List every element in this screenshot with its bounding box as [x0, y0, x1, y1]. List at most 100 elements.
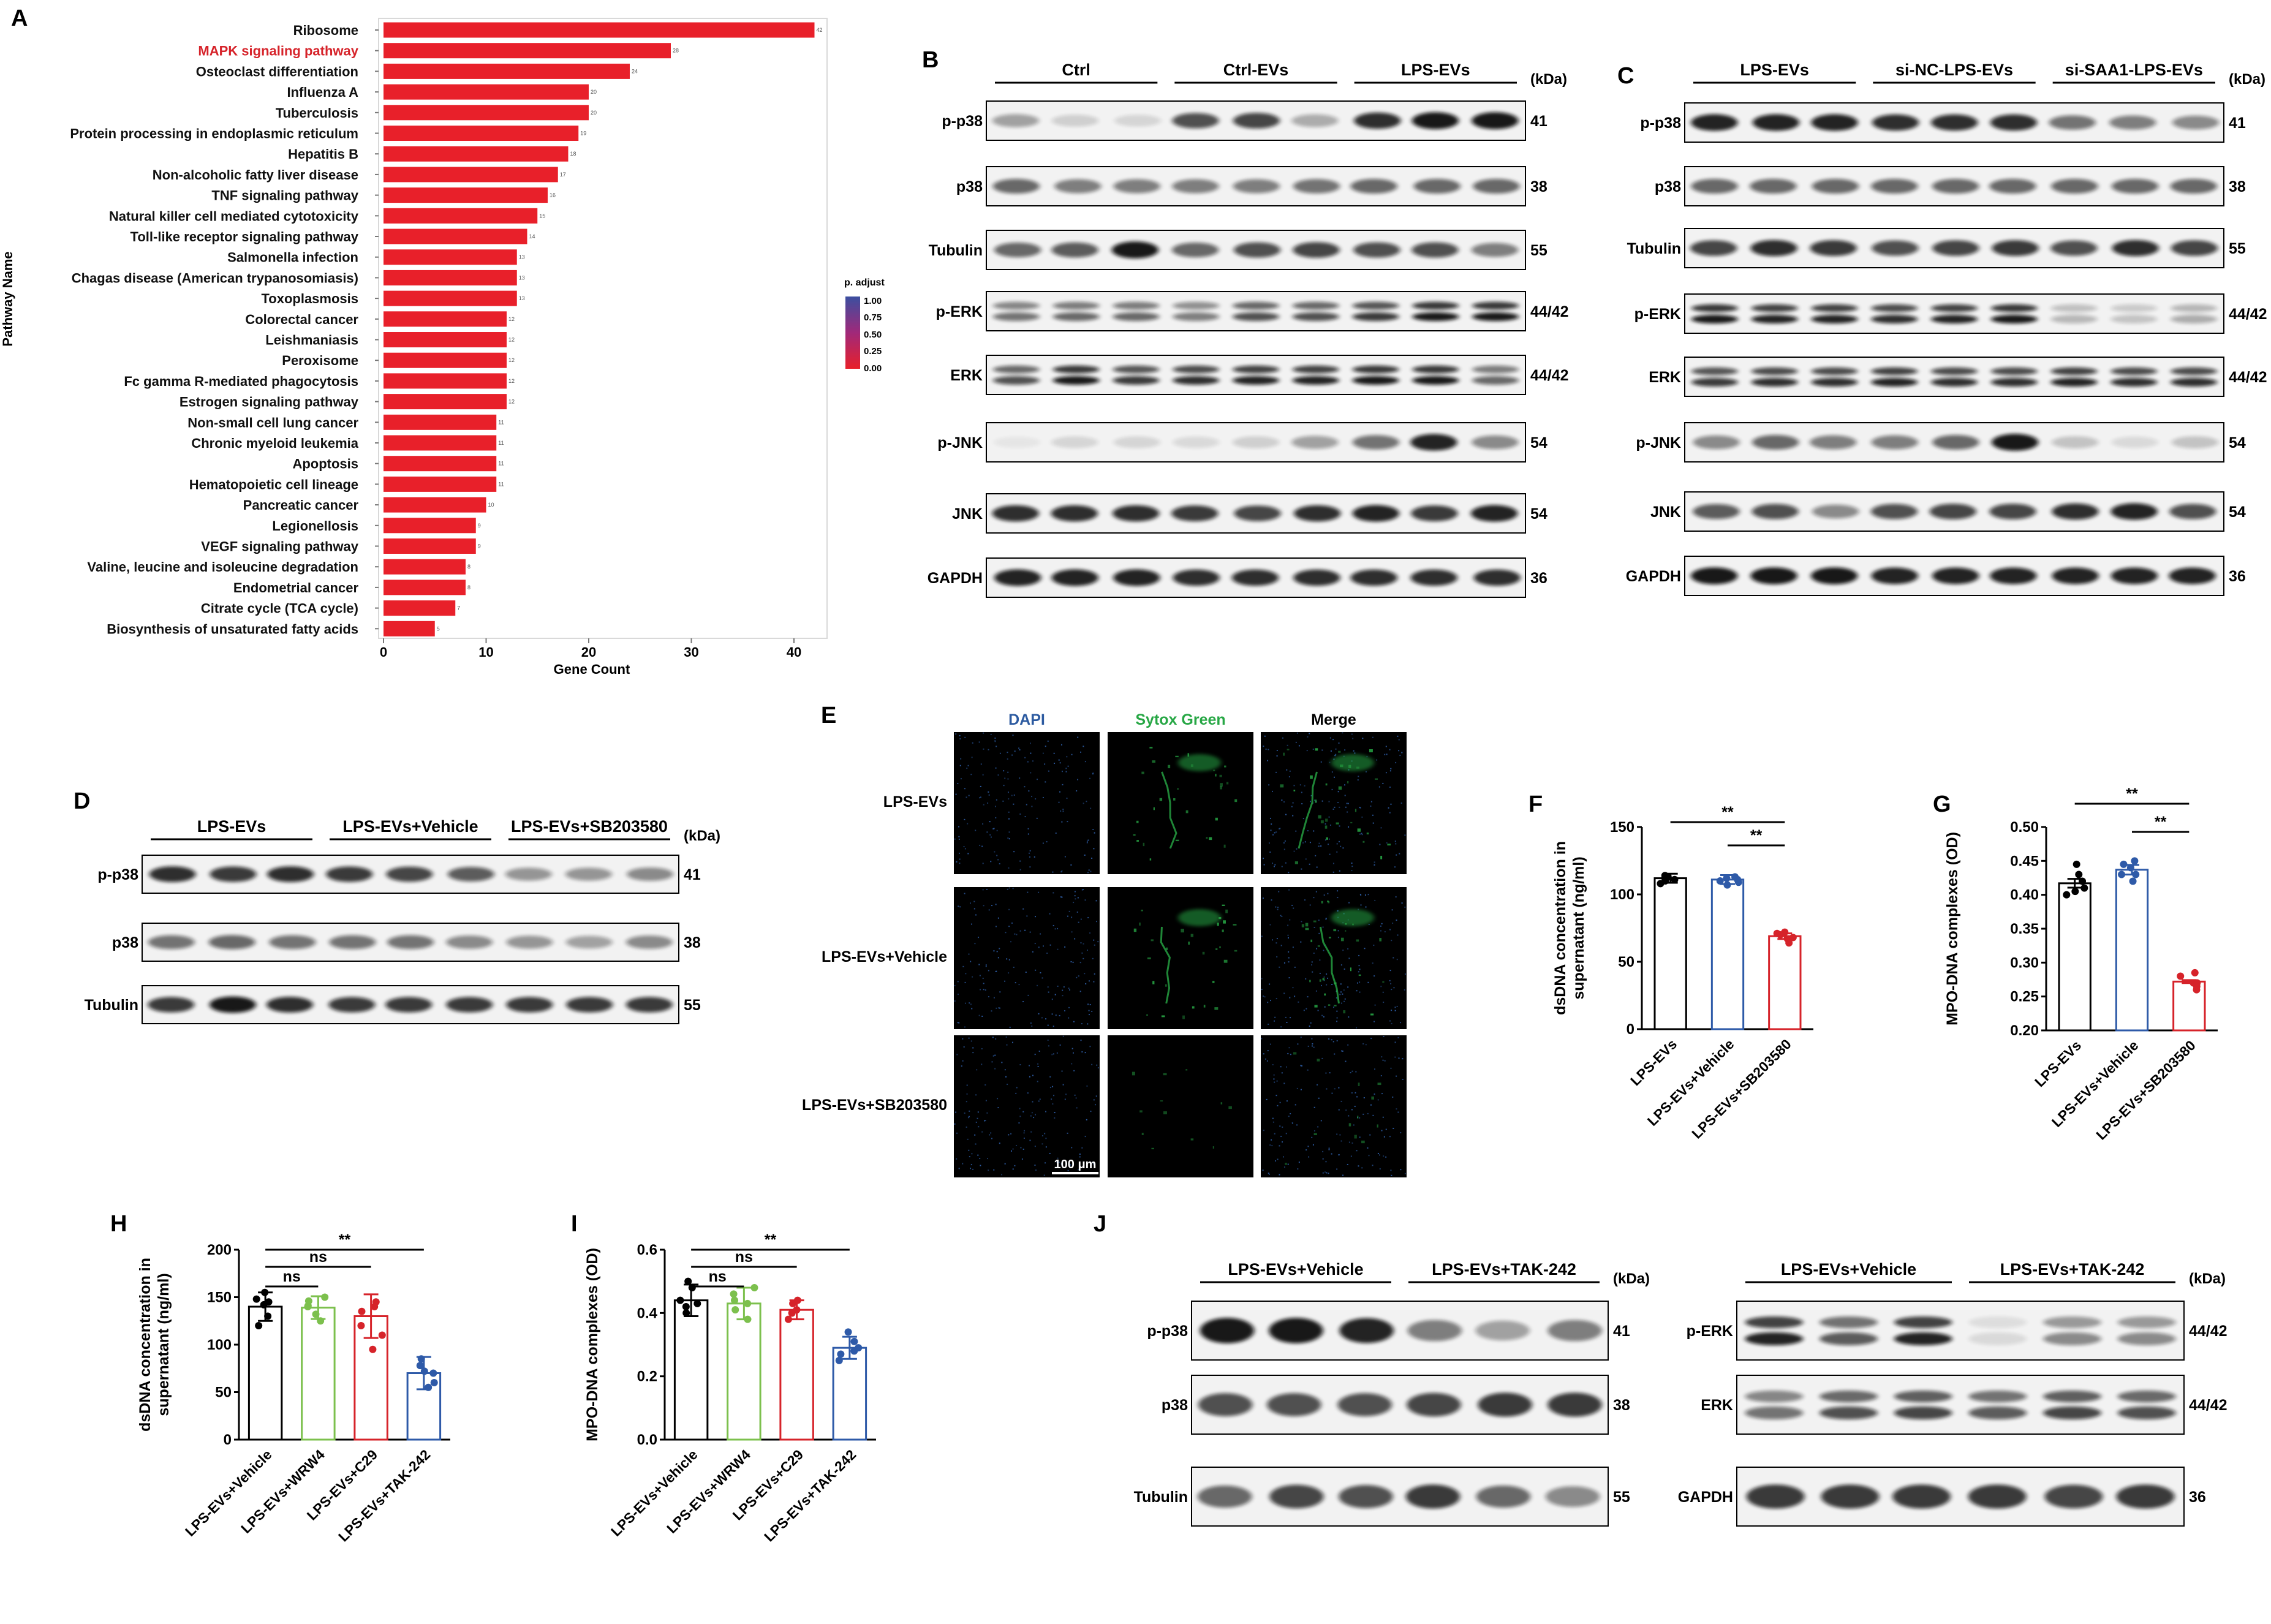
nucleus-dot: [1327, 977, 1329, 979]
padj-tick-3: 0.25: [864, 346, 882, 357]
nucleus-dot: [1336, 1168, 1338, 1170]
nucleus-dot: [1388, 807, 1389, 809]
nucleus-dot: [1287, 1052, 1289, 1054]
nucleus-dot: [1336, 997, 1337, 999]
nucleus-dot: [987, 802, 989, 804]
nucleus-dot: [997, 1098, 999, 1100]
nucleus-dot: [1312, 749, 1314, 750]
band: [326, 866, 373, 882]
sytox-spot: [1225, 909, 1228, 913]
nucleus-dot: [978, 797, 980, 799]
nucleus-dot: [1263, 864, 1265, 866]
nucleus-dot: [1324, 823, 1326, 825]
band: [1473, 569, 1521, 586]
band: [2050, 240, 2098, 256]
nucleus-dot: [1022, 1001, 1024, 1003]
data-point-1-4: [2131, 857, 2139, 865]
band: [1113, 312, 1160, 321]
nucleus-dot: [1030, 1131, 1032, 1133]
bar-11: [384, 249, 517, 265]
nucleus-dot: [1263, 1130, 1264, 1131]
bar-value-22: 11: [498, 481, 504, 487]
nucleus-dot: [1013, 967, 1015, 969]
band: [2170, 314, 2218, 324]
nucleus-dot: [1004, 1069, 1006, 1071]
nucleus-dot: [995, 926, 997, 927]
nucleus-dot: [981, 1063, 983, 1065]
nucleus-dot: [1080, 1040, 1082, 1041]
band: [2051, 178, 2098, 194]
x-category-label-2: LPS-EVs+SB203580: [2093, 1037, 2199, 1143]
nucleus-dot: [1027, 994, 1029, 996]
nucleus-dot: [1399, 1022, 1401, 1024]
sytox-spot: [1185, 810, 1188, 814]
sytox-spot: [1139, 1110, 1143, 1112]
nucleus-dot: [988, 794, 990, 796]
bar-value-20: 11: [498, 440, 504, 446]
sytox-spot: [1139, 922, 1141, 926]
nucleus-dot: [994, 1068, 996, 1070]
nucleus-dot: [1273, 1078, 1275, 1080]
sytox-spot: [1280, 784, 1284, 788]
nucleus-dot: [1347, 986, 1349, 988]
bar-value-29: 5: [437, 625, 440, 632]
bar-value-15: 12: [508, 337, 515, 343]
nucleus-dot: [1083, 803, 1084, 804]
nucleus-dot: [1392, 957, 1394, 959]
nucleus-dot: [1328, 844, 1329, 845]
band: [1350, 178, 1397, 194]
panel-letter-c: C: [1617, 63, 1634, 89]
nucleus-dot: [1018, 1122, 1020, 1124]
nucleus-dot: [1290, 1054, 1291, 1056]
bar-0: [673, 1299, 709, 1441]
band: [1930, 314, 1978, 324]
nucleus-dot: [1293, 907, 1294, 909]
nucleus-dot: [1370, 805, 1372, 807]
nucleus-dot: [1276, 938, 1278, 940]
sytox-spot: [1141, 909, 1144, 912]
bar-1: [727, 1302, 761, 1441]
band: [1269, 1318, 1323, 1343]
nucleus-dot: [1071, 1048, 1073, 1049]
band: [2052, 436, 2099, 448]
nucleus-dot: [1276, 750, 1278, 752]
nucleus-dot: [1382, 782, 1384, 784]
nucleus-dot: [1398, 739, 1400, 741]
nucleus-dot: [1011, 922, 1013, 924]
band: [994, 569, 1041, 586]
nucleus-dot: [1321, 749, 1323, 751]
nucleus-dot: [1067, 915, 1068, 917]
bar-0: [384, 22, 815, 38]
blot-strip-4: [1684, 357, 2224, 397]
sytox-spot: [1301, 924, 1305, 927]
nucleus-dot: [1011, 795, 1013, 796]
band: [1894, 1406, 1952, 1419]
nucleus-dot: [1065, 1093, 1067, 1095]
nucleus-dot: [1090, 1164, 1092, 1166]
nucleus-dot: [1389, 929, 1391, 931]
nucleus-dot: [1351, 733, 1353, 735]
pathway-label-0: Ribosome: [293, 23, 358, 38]
band: [208, 935, 255, 950]
band: [1750, 178, 1797, 194]
nucleus-dot: [1296, 1124, 1298, 1126]
nucleus-dot: [1351, 870, 1353, 872]
nucleus-dot: [1027, 761, 1029, 763]
sytox-spot: [1361, 1140, 1365, 1144]
nucleus-dot: [1328, 801, 1330, 803]
bar-value-17: 12: [508, 378, 515, 384]
panel-a-ylabel: Pathway Name: [0, 251, 15, 346]
nucleus-dot: [1049, 913, 1051, 915]
x-category-label-2: LPS-EVs+SB203580: [1688, 1036, 1794, 1142]
nucleus-dot: [989, 821, 991, 823]
band: [992, 114, 1040, 127]
nucleus-dot: [1332, 808, 1334, 810]
nucleus-dot: [1064, 856, 1066, 858]
nucleus-dot: [1396, 920, 1397, 921]
nucleus-dot: [1016, 1144, 1018, 1146]
nucleus-dot: [954, 838, 956, 840]
nucleus-dot: [1337, 890, 1339, 892]
nucleus-dot: [973, 901, 975, 902]
nucleus-dot: [1297, 1043, 1299, 1045]
